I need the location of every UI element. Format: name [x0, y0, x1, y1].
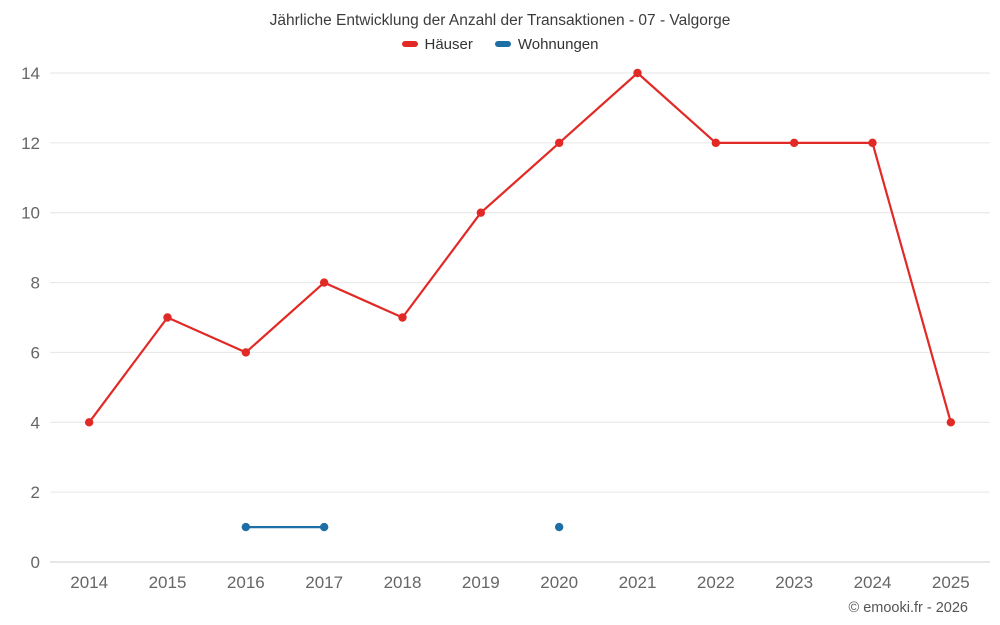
x-axis-tick-label: 2015 — [149, 573, 187, 592]
data-point-marker[interactable] — [476, 208, 486, 217]
x-axis-tick-label: 2016 — [227, 573, 265, 592]
data-point-marker[interactable] — [163, 313, 172, 322]
data-point-marker[interactable] — [554, 522, 564, 532]
x-axis-tick-label: 2020 — [540, 573, 578, 592]
x-axis-tick-label: 2023 — [775, 573, 813, 592]
x-axis-tick-label: 2019 — [462, 573, 500, 592]
x-axis-tick-label: 2024 — [854, 573, 892, 592]
data-point-marker[interactable] — [789, 138, 799, 148]
x-axis-tick-label: 2017 — [305, 573, 343, 592]
y-axis-tick-label: 12 — [21, 134, 40, 153]
data-point-marker[interactable] — [398, 313, 407, 322]
legend-item-wohnungen[interactable]: Wohnungen — [494, 35, 599, 53]
x-axis-tick-label: 2021 — [619, 573, 657, 592]
legend-swatch-wohnungen-icon — [494, 41, 511, 47]
data-point-marker[interactable] — [554, 138, 564, 148]
legend-swatch-haeuser-icon — [401, 41, 418, 47]
x-axis-tick-label: 2018 — [384, 573, 422, 592]
y-axis-tick-label: 10 — [21, 204, 40, 223]
data-point-marker[interactable] — [241, 522, 251, 532]
data-point-marker[interactable] — [711, 138, 721, 148]
y-axis-tick-label: 14 — [21, 64, 40, 83]
data-point-marker[interactable] — [946, 418, 956, 427]
x-axis-tick-label: 2025 — [932, 573, 970, 592]
legend-label-haeuser: Häuser — [424, 35, 473, 53]
y-axis-tick-label: 6 — [31, 343, 40, 362]
data-point-marker[interactable] — [319, 522, 329, 532]
chart-title: Jährliche Entwicklung der Anzahl der Tra… — [269, 12, 731, 29]
data-point-marker[interactable] — [319, 278, 329, 287]
x-axis-tick-label: 2014 — [70, 573, 108, 592]
line-chart-plot-area: 0 2 4 6 8 10 12 14 2014 2015 2016 2017 2018 2019 2020 2… — [21, 64, 990, 592]
copyright-text: © emooki.fr - 2026 — [848, 600, 968, 616]
data-point-marker[interactable] — [84, 418, 94, 427]
data-point-marker[interactable] — [633, 68, 642, 78]
y-axis-tick-label: 2 — [31, 483, 40, 502]
legend-label-wohnungen: Wohnungen — [517, 35, 599, 53]
data-point-marker[interactable] — [868, 138, 877, 148]
data-point-marker[interactable] — [241, 348, 251, 357]
legend-item-haeuser[interactable]: Häuser — [401, 35, 473, 53]
series-line-haeuser — [88, 71, 952, 423]
chart-legend: Häuser Wohnungen — [0, 30, 1000, 58]
y-axis-tick-label: 4 — [31, 413, 40, 432]
x-axis-tick-label: 2022 — [697, 573, 735, 592]
y-axis-tick-label: 8 — [31, 274, 40, 293]
y-axis-tick-label: 0 — [31, 553, 40, 572]
